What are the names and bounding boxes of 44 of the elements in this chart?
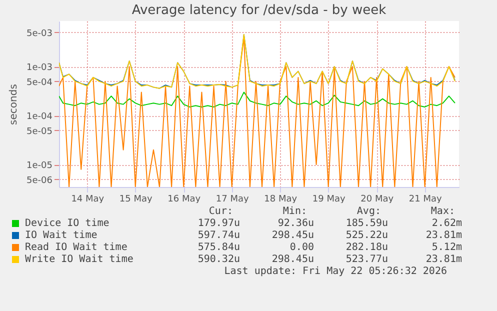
x-tick-label: 17 May <box>216 194 250 204</box>
text: Min: <box>282 206 307 216</box>
text: Last update: Fri May 22 05:26:32 2026 <box>223 265 447 277</box>
text: Max: <box>430 206 455 216</box>
x-tick-label: 19 May <box>312 194 346 204</box>
text: 525.22u <box>344 230 388 240</box>
line-series <box>59 34 456 89</box>
y-tick-label: 5e-04 <box>26 78 53 88</box>
text: 2.62m <box>430 218 462 228</box>
text: 23.81m <box>424 230 462 240</box>
text: 92.36u <box>276 218 314 228</box>
y-tick-label: 5e-05 <box>26 126 52 137</box>
line-series <box>59 92 456 108</box>
text: 23.81m <box>424 254 462 264</box>
legend-label: Read IO Wait time <box>25 242 128 252</box>
text: 282.18u <box>344 242 388 252</box>
x-tick-label: 14 May <box>71 194 105 204</box>
x-tick-label: 20 May <box>360 194 394 204</box>
text: 597.74u <box>196 230 240 240</box>
legend-label: Device IO time <box>25 218 110 228</box>
x-tick-label: 16 May <box>168 194 202 204</box>
text: 523.77u <box>344 254 388 264</box>
text: 5.12m <box>430 242 462 252</box>
legend-label: IO Wait time <box>25 230 98 240</box>
text: 0.00 <box>288 242 314 252</box>
text: Avg: <box>356 206 381 216</box>
text: 298.45u <box>270 230 314 240</box>
y-tick-label: 1e-05 <box>26 161 52 172</box>
y-tick-label: 1e-04 <box>26 112 53 122</box>
x-tick-label: 18 May <box>264 194 298 204</box>
y-axis-title: seconds <box>8 84 20 125</box>
x-tick-label: 15 May <box>119 194 154 204</box>
text: 590.32u <box>196 254 240 264</box>
y-tick-label: 1e-03 <box>26 63 52 74</box>
text: 179.97u <box>196 218 240 228</box>
legend-label: Write IO Wait time <box>25 254 134 264</box>
text: 575.84u <box>196 242 240 252</box>
text: 185.59u <box>344 218 388 228</box>
chart-title: Average latency for /dev/sda - by week <box>132 3 387 18</box>
x-tick-label: 21 May <box>408 194 442 204</box>
y-tick-label: 5e-06 <box>26 176 53 186</box>
text: 298.45u <box>270 254 314 264</box>
text: Cur: <box>208 206 233 216</box>
y-tick-label: 5e-03 <box>26 28 52 39</box>
